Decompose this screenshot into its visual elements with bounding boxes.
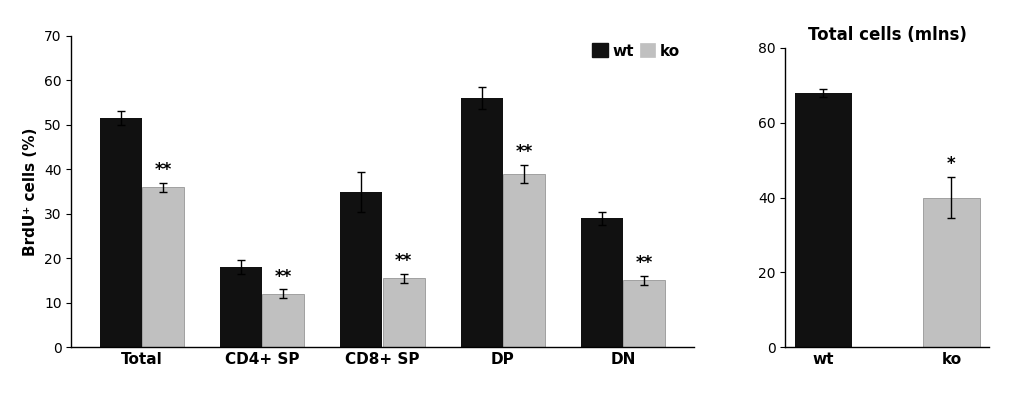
Bar	[340, 192, 382, 347]
Bar	[220, 267, 262, 347]
Text: **: **	[154, 161, 171, 179]
Bar	[461, 98, 502, 347]
Bar	[502, 174, 544, 347]
Legend: wt, ko: wt, ko	[586, 38, 686, 65]
Bar	[100, 118, 142, 347]
Title: Total cells (mlns): Total cells (mlns)	[807, 26, 966, 43]
Text: *: *	[946, 155, 955, 173]
Bar	[262, 294, 304, 347]
Bar	[382, 278, 424, 347]
Y-axis label: BrdU⁺ cells (%): BrdU⁺ cells (%)	[23, 127, 39, 256]
Text: **: **	[274, 268, 291, 286]
Bar	[794, 93, 852, 347]
Text: **: **	[515, 143, 532, 161]
Bar	[581, 218, 623, 347]
Bar	[623, 280, 664, 347]
Text: **: **	[394, 252, 412, 270]
Bar	[921, 198, 979, 347]
Text: **: **	[635, 255, 652, 273]
Bar	[142, 187, 183, 347]
